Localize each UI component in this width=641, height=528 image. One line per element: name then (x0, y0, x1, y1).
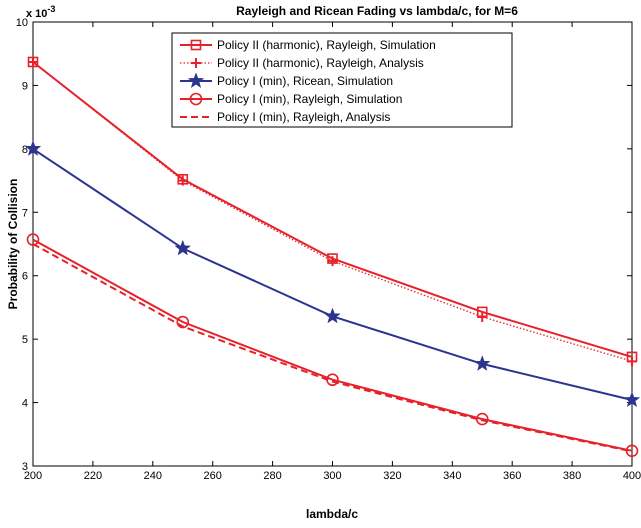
y-axis-multiplier-base: x 10 (26, 8, 47, 20)
legend-entry: Policy I (min), Ricean, Simulation (217, 74, 393, 88)
legend-marker (191, 58, 201, 68)
data-point (26, 233, 40, 246)
data-point (626, 351, 638, 363)
data-point (473, 355, 491, 371)
x-tick-label: 320 (383, 470, 401, 482)
legend-entry: Policy I (min), Rayleigh, Simulation (217, 92, 402, 106)
data-point (177, 174, 189, 185)
y-tick-label: 5 (22, 334, 28, 346)
x-tick-label: 220 (84, 470, 102, 482)
legend-entry: Policy I (min), Rayleigh, Analysis (217, 110, 390, 124)
y-tick-label: 6 (22, 271, 28, 283)
legend-entry: Policy II (harmonic), Rayleigh, Simulati… (217, 38, 436, 52)
data-point (625, 444, 639, 458)
x-tick-label: 240 (144, 470, 162, 482)
data-point (326, 373, 339, 387)
x-tick-label: 380 (563, 470, 581, 482)
x-tick-label: 300 (323, 470, 341, 482)
legend-marker (187, 72, 205, 89)
x-tick-label: 200 (24, 470, 42, 482)
y-axis-label: Probability of Collision (6, 179, 20, 310)
series-line (32, 238, 633, 452)
y-axis-multiplier-exponent: -3 (47, 4, 55, 14)
series-layer (24, 56, 641, 458)
data-point (623, 391, 641, 408)
legend-box (171, 32, 513, 128)
series-4 (32, 243, 633, 453)
data-point (324, 307, 341, 324)
x-tick-label: 280 (263, 470, 281, 482)
legend-marker (190, 39, 202, 51)
legend-marker (189, 92, 203, 106)
y-tick-label: 9 (22, 80, 28, 92)
data-point (476, 306, 488, 318)
series-0 (27, 56, 638, 363)
data-point (28, 56, 38, 67)
data-point (176, 315, 190, 329)
data-point (27, 56, 39, 68)
y-tick-label: 7 (22, 207, 28, 219)
series-line (32, 61, 633, 358)
y-axis-multiplier: x 10-3 (26, 4, 55, 20)
axis-ticks: 200 220 240 260 280 300 320 340 360 380 400 3 4 5 6 7 8 9… (16, 17, 641, 482)
legend-entry: Policy II (harmonic), Rayleigh, Analysis (217, 56, 424, 70)
series-2 (24, 140, 641, 408)
x-tick-label: 260 (204, 470, 222, 482)
x-tick-label: 400 (623, 470, 641, 482)
data-point (174, 239, 192, 256)
chart-title: Rayleigh and Ricean Fading vs lambda/c, … (236, 4, 518, 18)
series-line (32, 243, 633, 453)
series-3 (26, 233, 639, 458)
x-axis-label: lambda/c (306, 507, 358, 521)
data-point (327, 253, 338, 264)
legend: Policy II (harmonic), Rayleigh, Simulati… (171, 32, 513, 128)
x-tick-label: 340 (443, 470, 461, 482)
data-point (24, 140, 42, 156)
y-tick-label: 10 (16, 17, 28, 29)
x-tick-label: 360 (503, 470, 521, 482)
data-point (475, 412, 489, 426)
y-tick-label: 4 (22, 398, 28, 410)
y-tick-label: 3 (22, 461, 28, 473)
y-tick-label: 8 (22, 144, 28, 156)
